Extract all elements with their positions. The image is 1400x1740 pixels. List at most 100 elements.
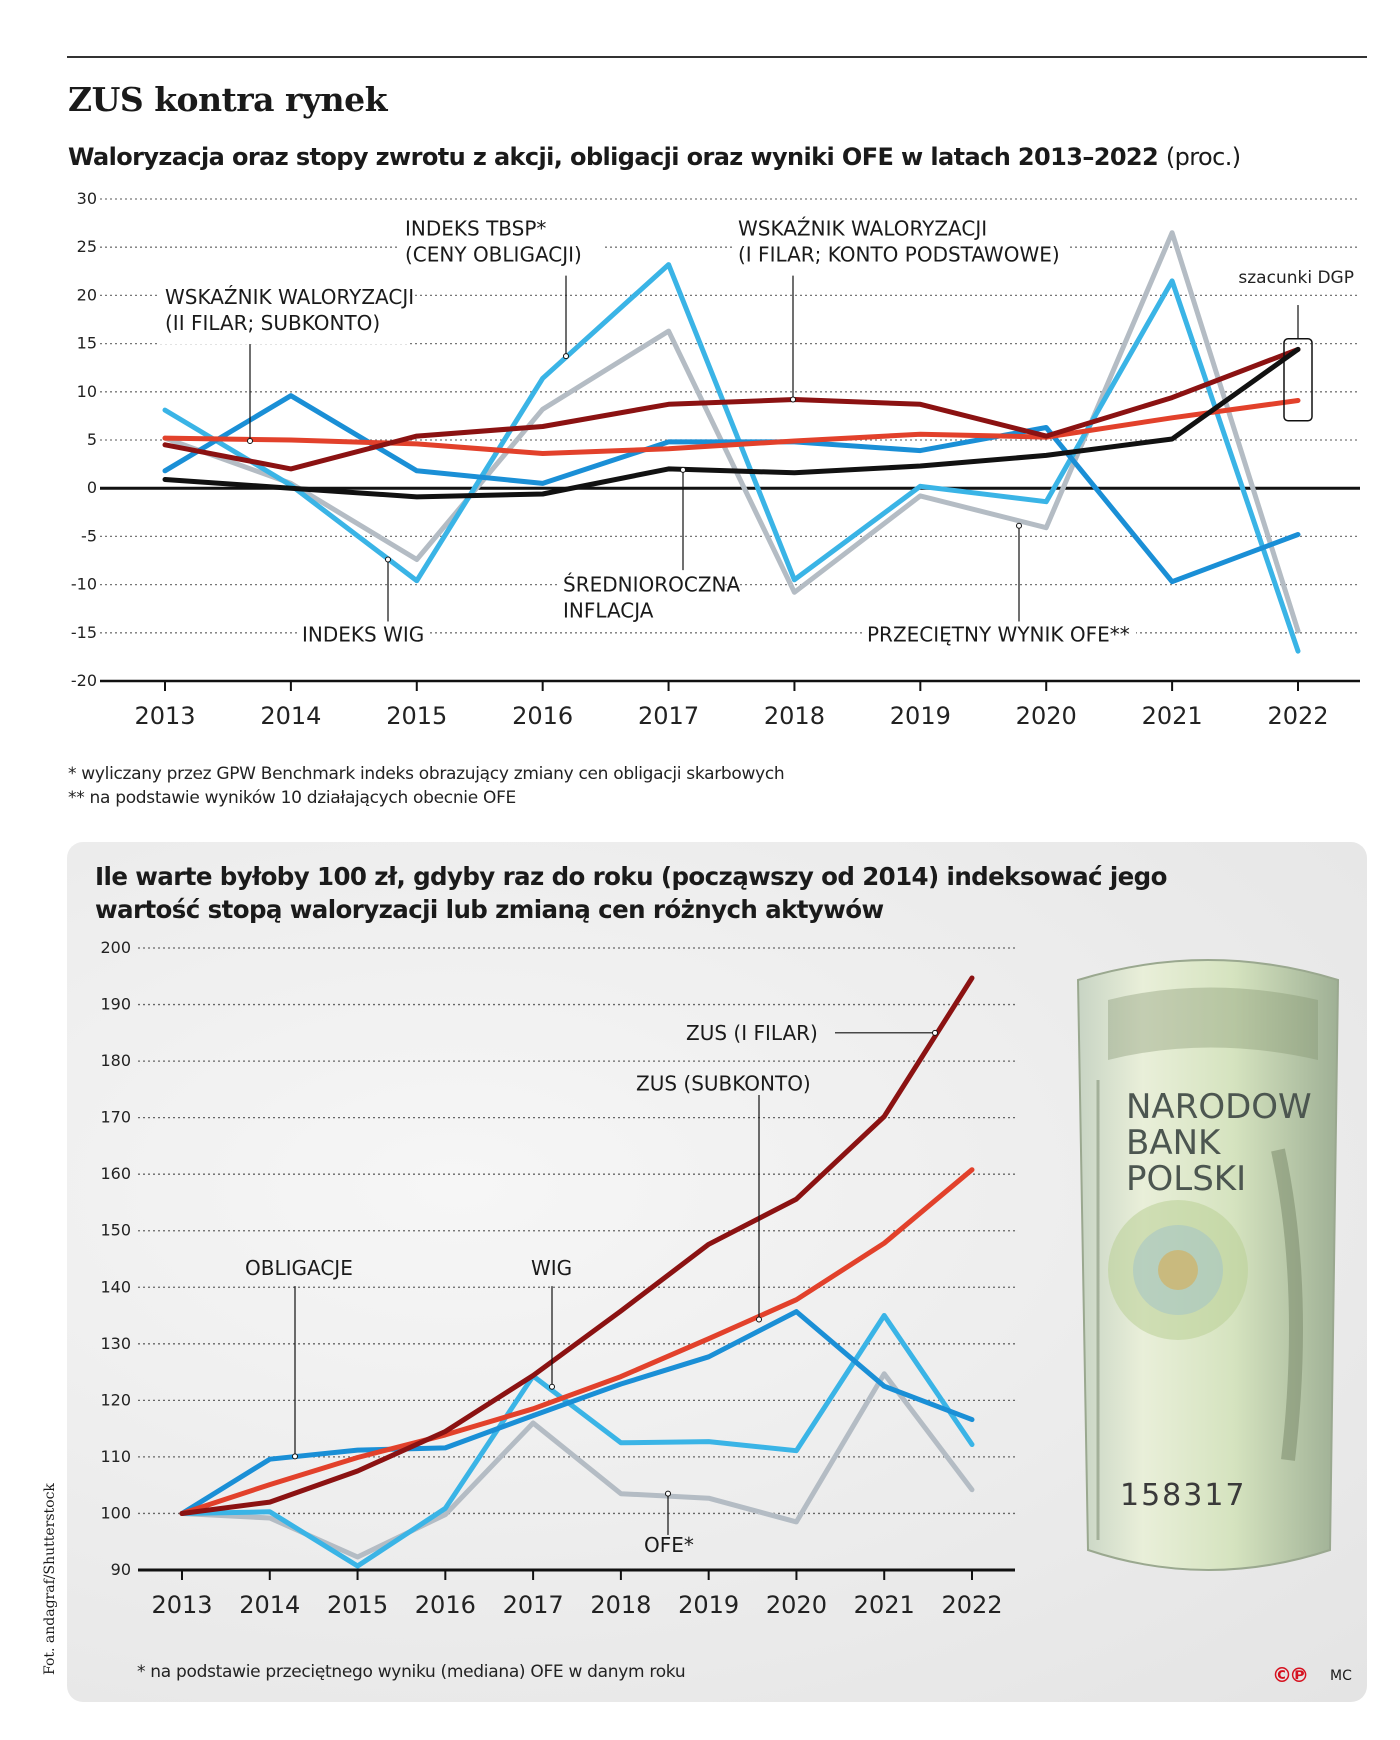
y-tick-label: 25 <box>77 237 97 256</box>
y-tick-label: 120 <box>100 1390 131 1409</box>
y-tick-label: 150 <box>100 1221 131 1240</box>
label-ofe-line-1: OFE* <box>644 1533 694 1557</box>
label-tbsp-line-2: (CENY OBLIGACJI) <box>405 243 582 267</box>
chart1-footnotes: * wyliczany przez GPW Benchmark indeks o… <box>68 762 785 810</box>
x-tick-label: 2014 <box>239 1591 300 1619</box>
footnote-2: ** na podstawie wyników 10 działających … <box>68 788 516 808</box>
label-wal2-line-2: (II FILAR; SUBKONTO) <box>165 311 380 335</box>
y-tick-label: 100 <box>100 1503 131 1522</box>
chart1-subtitle: Waloryzacja oraz stopy zwrotu z akcji, o… <box>68 143 1241 171</box>
x-tick-label: 2013 <box>134 702 195 730</box>
series-line-3 <box>179 1309 975 1516</box>
series-line-4 <box>179 1313 975 1569</box>
label-ofe-dot <box>1016 522 1022 529</box>
label-wal1-line-1: WSKAŹNIK WALORYZACJI <box>738 217 987 241</box>
banknote-line-1: NARODOW <box>1126 1087 1312 1127</box>
x-tick-label: 2016 <box>415 1591 476 1619</box>
y-tick-label: 0 <box>87 478 97 497</box>
label-wig-dot <box>385 556 391 563</box>
y-tick-label: 10 <box>77 382 97 401</box>
x-tick-label: 2015 <box>327 1591 388 1619</box>
banknote-photo: NARODOW BANK POLSKI 158317 <box>1076 959 1340 1571</box>
series-line-3 <box>162 393 1301 585</box>
label-wig-line-1: WIG <box>531 1256 572 1280</box>
label-obl-dot <box>292 1453 298 1460</box>
label-inflacja-bg <box>558 571 724 632</box>
banknote-serial: 158317 <box>1120 1478 1247 1513</box>
y-tick-label: 20 <box>77 285 97 304</box>
author-initials: MC <box>1330 1668 1352 1684</box>
chart2-title: Ile warte byłoby 100 zł, gdyby raz do ro… <box>95 862 1167 924</box>
label-inflacja-dot <box>680 466 686 473</box>
label-zus2-line-1: ZUS (SUBKONTO) <box>636 1071 811 1095</box>
y-tick-label: 160 <box>100 1164 131 1183</box>
series-line-6 <box>162 346 1301 472</box>
x-tick-label: 2018 <box>764 702 825 730</box>
label-wal1-dot <box>790 396 796 403</box>
label-ofe-dot <box>665 1490 671 1497</box>
y-tick-label: 170 <box>100 1108 131 1127</box>
label-wal2-dot <box>247 437 253 444</box>
photo-credit: Fot. andagraf/Shutterstock <box>42 1483 58 1675</box>
chart-2: 200 190 180 170 160 150 140 130 120 110 100 90 2013 2… <box>100 940 1015 1619</box>
label-wal1-line-2: (I FILAR; KONTO PODSTAWOWE) <box>738 243 1060 267</box>
label-inflacja-line-1: ŚREDNIOROCZNA <box>563 572 740 596</box>
label-wig-line-1: INDEKS WIG <box>302 622 424 646</box>
series-line-2 <box>179 1167 975 1516</box>
x-tick-label: 2020 <box>1016 702 1077 730</box>
x-tick-label: 2018 <box>590 1591 651 1619</box>
label-tbsp-dot <box>563 353 569 360</box>
y-tick-label: 5 <box>87 430 97 449</box>
x-tick-label: 2017 <box>503 1591 564 1619</box>
y-tick-label: -5 <box>81 526 97 545</box>
x-tick-label: 2019 <box>890 702 951 730</box>
series-line-4 <box>162 346 1301 500</box>
label-zus1-line-1: ZUS (I FILAR) <box>686 1021 818 1045</box>
label-ofe-bg <box>862 621 1136 656</box>
label-wal2-bg <box>160 284 410 345</box>
x-tick-label: 2022 <box>1267 702 1328 730</box>
y-tick-label: 140 <box>100 1277 131 1296</box>
series-line-5 <box>162 398 1301 456</box>
label-wal1-bg <box>733 215 1067 276</box>
x-tick-label: 2013 <box>151 1591 212 1619</box>
y-tick-label: 15 <box>77 334 97 353</box>
footnote-1: * wyliczany przez GPW Benchmark indeks o… <box>68 764 785 784</box>
label-inflacja-line-2: INFLACJA <box>563 598 654 622</box>
y-tick-label: 200 <box>100 940 131 957</box>
label-wal2-line-1: WSKAŹNIK WALORYZACJI <box>165 285 414 309</box>
y-tick-label: 90 <box>111 1560 131 1579</box>
x-tick-label: 2015 <box>386 702 447 730</box>
y-tick-label: 190 <box>100 995 131 1014</box>
label-wig-bg <box>297 621 427 656</box>
top-rule <box>67 56 1367 58</box>
estimate-label: szacunki DGP <box>1238 268 1354 288</box>
x-tick-label: 2016 <box>512 702 573 730</box>
label-tbsp-line-1: INDEKS TBSP* <box>405 217 546 241</box>
y-tick-label: 30 <box>77 189 97 208</box>
label-zus2-dot <box>756 1316 762 1323</box>
label-tbsp-bg <box>400 215 602 276</box>
x-tick-label: 2020 <box>766 1591 827 1619</box>
label-zus1-dot <box>932 1029 938 1036</box>
y-tick-label: 180 <box>100 1051 131 1070</box>
banknote-line-3: POLSKI <box>1126 1159 1246 1199</box>
y-tick-label: 110 <box>100 1447 131 1466</box>
series-line-1 <box>162 262 1301 654</box>
y-tick-label: 130 <box>100 1334 131 1353</box>
y-tick-label: -15 <box>71 623 97 642</box>
y-tick-label: -10 <box>71 575 97 594</box>
x-tick-label: 2014 <box>260 702 321 730</box>
y-tick-label: -20 <box>71 671 97 690</box>
x-tick-label: 2021 <box>1142 702 1203 730</box>
x-tick-label: 2019 <box>678 1591 739 1619</box>
publisher-logo: ©℗ <box>1272 1663 1309 1687</box>
main-title: ZUS kontra rynek <box>68 80 387 119</box>
chart2-footnote: * na podstawie przeciętnego wyniku (medi… <box>137 1662 686 1682</box>
label-wig-dot <box>549 1383 555 1390</box>
x-tick-label: 2021 <box>854 1591 915 1619</box>
label-obl-line-1: OBLIGACJE <box>245 1256 353 1280</box>
label-ofe-line-1: PRZECIĘTNY WYNIK OFE** <box>867 622 1130 646</box>
banknote-line-2: BANK <box>1126 1123 1222 1163</box>
